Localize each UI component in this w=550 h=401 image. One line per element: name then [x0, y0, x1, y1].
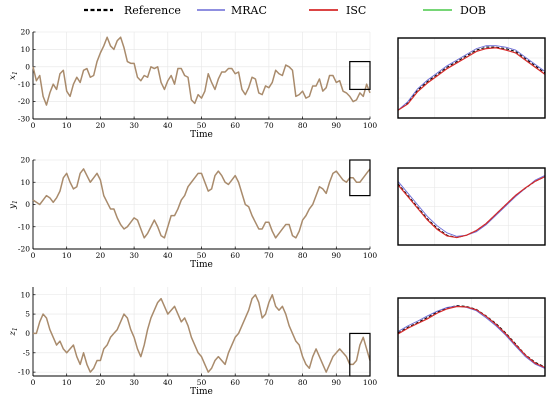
y-tick-label: -10: [18, 368, 30, 377]
x-tick-label: 20: [96, 378, 106, 387]
y-tick-label: 20: [20, 28, 30, 37]
tracking-curve: [33, 293, 371, 373]
zoom-inset-1: [397, 37, 546, 119]
legend-entry-dob: DOB: [423, 4, 486, 17]
y-tick-label: -10: [18, 222, 30, 231]
x-tick-label: 80: [298, 378, 308, 387]
x-tick-label: 100: [363, 251, 378, 260]
y-tick-label: -10: [18, 80, 30, 89]
legend-label-isc: ISC: [346, 4, 366, 17]
x-tick-label: 40: [163, 251, 173, 260]
legend-label-dob: DOB: [460, 4, 486, 17]
zoom-window-box: [349, 332, 371, 377]
x-tick-label: 80: [298, 251, 308, 260]
x-tick-label: 60: [230, 121, 240, 130]
x-axis-label: Time: [190, 387, 213, 397]
zoom-window-box: [349, 159, 371, 197]
x-tick-label: 10: [62, 121, 72, 130]
x-tick-label: 50: [197, 378, 207, 387]
x-tick-label: 50: [197, 121, 207, 130]
x-tick-label: 90: [332, 121, 342, 130]
y-tick-label: 0: [25, 329, 30, 338]
inset-frame: [397, 37, 546, 119]
x-tick-label: 80: [298, 121, 308, 130]
x-tick-label: 100: [363, 121, 378, 130]
y-tick-label: 10: [20, 45, 30, 54]
legend-entry-isc: ISC: [309, 4, 366, 17]
tracking-curve: [32, 36, 371, 106]
legend-entry-reference: Reference: [84, 4, 181, 17]
x-tick-label: 100: [363, 378, 378, 387]
x-tick-label: 0: [31, 378, 36, 387]
y-axis-label: y1: [8, 200, 19, 210]
zoom-inset-3: [397, 297, 546, 377]
inset-series-isc: [397, 305, 546, 369]
x-tick-label: 20: [96, 251, 106, 260]
x-tick-label: 90: [332, 378, 342, 387]
y-tick-label: 10: [20, 178, 30, 187]
y-tick-label: 10: [20, 290, 30, 299]
x-tick-label: 70: [264, 251, 274, 260]
x-tick-label: 50: [197, 251, 207, 260]
x-tick-label: 60: [230, 251, 240, 260]
panels: 0 10 20 30 40 50 60 70 80 90 10020100-10-20-30Time…: [8, 28, 546, 397]
x-tick-label: 70: [264, 121, 274, 130]
inset-series-mrac: [397, 305, 546, 369]
inset-series-isc: [397, 47, 546, 111]
x-tick-label: 10: [62, 378, 72, 387]
x-tick-label: 90: [332, 251, 342, 260]
y-tick-label: -30: [18, 115, 30, 124]
x-tick-label: 20: [96, 121, 106, 130]
x-tick-label: 70: [264, 378, 274, 387]
tracking-curve: [32, 168, 371, 239]
x-tick-label: 10: [62, 251, 72, 260]
x-tick-label: 0: [31, 121, 36, 130]
y-tick-label: 0: [25, 200, 30, 209]
x-tick-label: 40: [163, 378, 173, 387]
x-tick-label: 0: [31, 251, 36, 260]
x-tick-label: 30: [129, 121, 139, 130]
legend-label-mrac: MRAC: [231, 4, 267, 17]
y-axis-label: z1: [8, 327, 19, 336]
inset-frame: [397, 297, 546, 377]
y-tick-label: -20: [18, 245, 30, 254]
x-axis-label: Time: [190, 130, 213, 140]
y-axis-label: x1: [8, 71, 19, 80]
panel-1: 0 10 20 30 40 50 60 70 80 90 10020100-10-20-30Time…: [8, 28, 546, 140]
legend: Reference MRAC ISC DOB: [84, 4, 486, 17]
x-tick-label: 60: [230, 378, 240, 387]
inset-frame: [397, 167, 546, 246]
y-tick-label: 0: [25, 62, 30, 71]
legend-entry-mrac: MRAC: [197, 4, 267, 17]
zoom-inset-2: [397, 167, 546, 246]
inset-series-isc: [397, 176, 546, 239]
y-tick-label: -20: [18, 97, 30, 106]
legend-label-reference: Reference: [124, 4, 181, 17]
x-tick-label: 40: [163, 121, 173, 130]
inset-series-mrac: [397, 45, 546, 111]
inset-series-reference: [397, 46, 546, 111]
y-tick-label: 5: [25, 310, 30, 319]
x-tick-label: 30: [129, 251, 139, 260]
y-tick-label: 20: [20, 156, 30, 165]
x-tick-label: 30: [129, 378, 139, 387]
zoom-window-box: [349, 60, 371, 91]
y-tick-label: -5: [23, 348, 31, 357]
x-axis-label: Time: [190, 260, 213, 270]
